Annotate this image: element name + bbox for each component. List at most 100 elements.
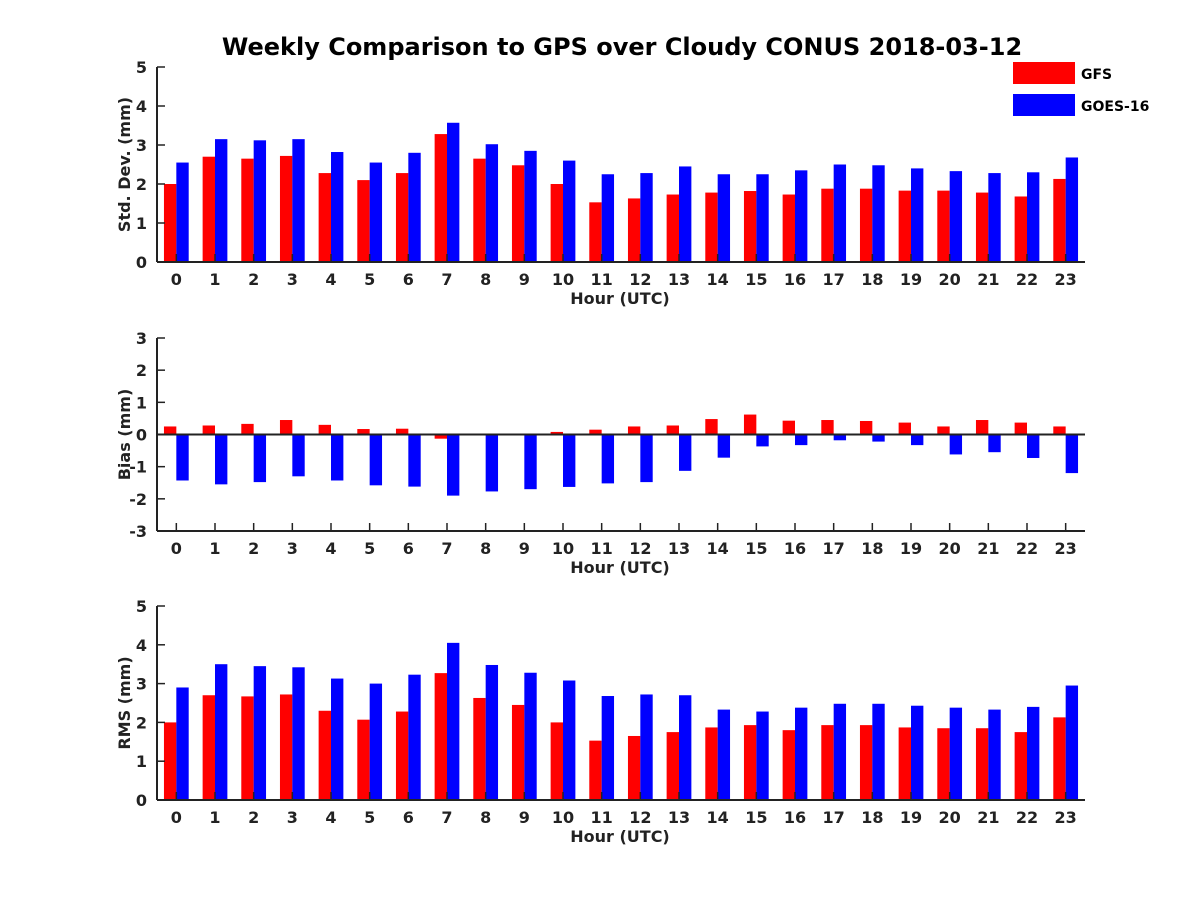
std-dev-x-tick-label: 14 <box>707 270 729 289</box>
rms-bar-goes16-11 <box>601 696 615 800</box>
std-dev-bar-gfs-20 <box>937 190 950 262</box>
rms-bar-goes16-17 <box>833 703 847 800</box>
bias-bar-gfs-0 <box>163 426 177 435</box>
rms-bar-goes16-6 <box>408 674 421 800</box>
std-dev-x-tick-label: 13 <box>668 270 690 289</box>
bias-x-tick-label: 19 <box>900 539 922 558</box>
std-dev-x-axis-label: Hour (UTC) <box>570 289 670 308</box>
std-dev-bar-goes16-17 <box>833 164 847 262</box>
bias-bar-gfs-17 <box>821 420 834 435</box>
bias-x-tick-label: 17 <box>823 539 845 558</box>
rms-bar-gfs-3 <box>279 694 293 800</box>
bias-y-tick-label: -1 <box>129 458 147 477</box>
rms-bar-goes16-18 <box>872 703 885 800</box>
bias-bar-goes16-2 <box>253 434 267 483</box>
std-dev-x-tick-label: 15 <box>745 270 767 289</box>
bias-x-tick-label: 0 <box>171 539 182 558</box>
rms-x-tick-label: 12 <box>629 808 651 827</box>
bias-bar-goes16-5 <box>369 434 383 486</box>
legend: GFS GOES-16 <box>1013 62 1149 116</box>
bias-bar-gfs-3 <box>279 420 293 435</box>
rms-bar-goes16-19 <box>911 705 924 800</box>
std-dev-x-tick-label: 20 <box>939 270 961 289</box>
rms-bar-gfs-16 <box>782 730 795 800</box>
rms-x-axis-label: Hour (UTC) <box>570 827 670 846</box>
bias-x-tick-label: 12 <box>629 539 651 558</box>
legend-label-goes16: GOES-16 <box>1081 99 1149 115</box>
rms-bar-goes16-8 <box>485 664 499 800</box>
std-dev-bar-gfs-11 <box>589 202 602 262</box>
std-dev-x-tick-label: 16 <box>784 270 806 289</box>
rms-bar-gfs-20 <box>937 728 950 800</box>
rms-x-tick-label: 2 <box>248 808 259 827</box>
bias-x-tick-label: 5 <box>364 539 375 558</box>
bias-x-tick-label: 21 <box>977 539 999 558</box>
rms-bar-gfs-19 <box>898 727 911 800</box>
rms-x-tick-label: 0 <box>171 808 182 827</box>
rms-bar-gfs-13 <box>666 732 679 800</box>
bias-bar-goes16-21 <box>988 434 1001 453</box>
std-dev-y-tick-label: 1 <box>136 214 147 233</box>
rms-bar-gfs-10 <box>550 722 563 800</box>
rms-bar-gfs-22 <box>1014 732 1027 800</box>
std-dev-bar-gfs-7 <box>434 134 447 262</box>
rms-bar-goes16-5 <box>369 683 383 800</box>
bias-x-tick-label: 14 <box>707 539 729 558</box>
bias-x-tick-label: 3 <box>287 539 298 558</box>
bias-x-tick-label: 9 <box>519 539 530 558</box>
bias-bar-goes16-9 <box>524 434 537 490</box>
std-dev-bar-goes16-2 <box>253 140 267 262</box>
rms-bar-gfs-4 <box>318 710 331 800</box>
std-dev-x-tick-label: 4 <box>325 270 336 289</box>
std-dev-bar-goes16-15 <box>756 174 769 262</box>
bias-bar-gfs-10 <box>550 431 563 435</box>
bias-bar-goes16-8 <box>485 434 499 492</box>
std-dev-bar-gfs-4 <box>318 173 331 262</box>
rms-bar-goes16-0 <box>176 687 189 800</box>
bias-bar-gfs-13 <box>666 425 679 435</box>
std-dev-bar-gfs-12 <box>627 198 641 262</box>
std-dev-bar-goes16-14 <box>717 174 731 262</box>
std-dev-y-tick-label: 3 <box>136 136 147 155</box>
std-dev-bar-goes16-12 <box>640 173 653 262</box>
std-dev-bar-gfs-9 <box>511 165 525 262</box>
std-dev-bar-gfs-13 <box>666 194 679 262</box>
bias-x-tick-label: 16 <box>784 539 806 558</box>
std-dev-bar-gfs-18 <box>859 188 873 262</box>
std-dev-bar-gfs-23 <box>1053 178 1066 262</box>
std-dev-x-tick-label: 22 <box>1016 270 1038 289</box>
std-dev-x-tick-label: 2 <box>248 270 259 289</box>
bias-y-tick-label: -2 <box>129 490 147 509</box>
std-dev-bar-goes16-20 <box>949 171 963 262</box>
std-dev-y-tick-label: 2 <box>136 175 147 194</box>
std-dev-x-tick-label: 19 <box>900 270 922 289</box>
rms-bar-gfs-18 <box>859 725 873 800</box>
legend-label-gfs: GFS <box>1081 67 1112 83</box>
bias-x-tick-label: 20 <box>939 539 961 558</box>
std-dev-bar-goes16-4 <box>331 152 344 262</box>
std-dev-x-tick-label: 7 <box>441 270 452 289</box>
bias-bar-gfs-23 <box>1053 426 1066 435</box>
rms-y-tick-label: 2 <box>136 713 147 732</box>
bias-bar-goes16-11 <box>601 434 615 484</box>
rms-y-tick-label: 1 <box>136 752 147 771</box>
rms-bar-goes16-7 <box>447 642 460 800</box>
bias-bar-gfs-7 <box>434 434 447 439</box>
figure-title: Weekly Comparison to GPS over Cloudy CON… <box>222 33 1022 61</box>
std-dev-bar-goes16-22 <box>1027 172 1040 262</box>
bias-bar-gfs-19 <box>898 422 911 435</box>
rms-bar-gfs-21 <box>975 728 989 800</box>
std-dev-bar-gfs-22 <box>1014 196 1027 262</box>
rms-x-tick-label: 13 <box>668 808 690 827</box>
bias-x-tick-label: 4 <box>325 539 336 558</box>
rms-x-tick-label: 3 <box>287 808 298 827</box>
bias-bar-goes16-0 <box>176 434 189 481</box>
std-dev-x-tick-label: 3 <box>287 270 298 289</box>
bias-bar-goes16-18 <box>872 434 885 442</box>
bias-y-tick-label: 3 <box>136 329 147 348</box>
bias-x-tick-label: 2 <box>248 539 259 558</box>
bias-bar-gfs-6 <box>395 428 409 435</box>
std-dev-x-tick-label: 11 <box>591 270 613 289</box>
